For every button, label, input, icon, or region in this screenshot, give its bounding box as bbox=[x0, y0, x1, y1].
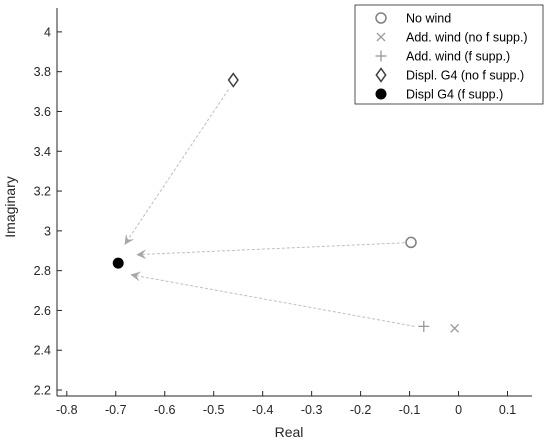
arrow-head bbox=[130, 271, 142, 282]
legend-item: Displ G4 (f supp.) bbox=[375, 88, 503, 102]
data-point-diamond bbox=[227, 72, 239, 88]
arrow bbox=[124, 89, 229, 246]
x-tick-label: -0.7 bbox=[105, 403, 127, 417]
legend-label: Add. wind (no f supp.) bbox=[406, 31, 528, 45]
legend-marker-diamond bbox=[375, 67, 387, 83]
legend-item: Displ. G4 (no f supp.) bbox=[375, 67, 524, 83]
data-point-x bbox=[450, 323, 460, 333]
arrow-line bbox=[136, 242, 405, 256]
y-tick-label: 3.4 bbox=[34, 145, 51, 159]
legend-item: Add. wind (no f supp.) bbox=[376, 31, 528, 45]
arrow-head bbox=[136, 249, 147, 260]
legend-label: Displ G4 (f supp.) bbox=[406, 88, 503, 102]
y-tick-label: 3.2 bbox=[34, 185, 51, 199]
y-axis-ticks: 2.2 2.4 2.6 2.8 3 3.2 3.4 3.6 3.8 4 bbox=[34, 25, 62, 398]
x-tick-label: -0.6 bbox=[154, 403, 176, 417]
legend-box bbox=[354, 4, 544, 105]
legend-label: No wind bbox=[406, 12, 451, 26]
y-tick-label: 4 bbox=[44, 25, 51, 39]
data-point-plus bbox=[418, 320, 430, 332]
y-tick-label: 3.6 bbox=[34, 105, 51, 119]
x-tick-label: 0 bbox=[455, 403, 462, 417]
x-tick-label: -0.5 bbox=[203, 403, 225, 417]
data-markers bbox=[112, 72, 460, 333]
legend-marker-plus bbox=[375, 50, 387, 62]
legend-items: No wind Add. wind (no f supp.) Add. wind (… bbox=[375, 12, 528, 102]
y-tick-label: 2.4 bbox=[34, 344, 51, 358]
y-tick-label: 2.2 bbox=[34, 384, 51, 398]
data-point-circle bbox=[405, 236, 417, 249]
legend-marker-filled-circle bbox=[375, 88, 387, 100]
legend-item: No wind bbox=[375, 12, 451, 26]
x-axis-ticks: -0.8 -0.7 -0.6 -0.5 -0.4 -0.3 -0.2 -0.1 0 0.1 bbox=[56, 391, 516, 417]
arrow-head bbox=[124, 233, 135, 245]
arrow-line bbox=[130, 274, 415, 327]
arrow-line bbox=[124, 89, 229, 246]
legend: No wind Add. wind (no f supp.) Add. wind (… bbox=[354, 4, 544, 105]
x-tick-label: -0.8 bbox=[56, 403, 78, 417]
y-tick-label: 3 bbox=[44, 224, 51, 238]
x-tick-label: -0.2 bbox=[350, 403, 372, 417]
arrows bbox=[124, 89, 415, 327]
legend-marker-x bbox=[376, 32, 386, 42]
x-tick-label: 0.1 bbox=[499, 403, 516, 417]
x-axis-title: Real bbox=[275, 424, 304, 440]
y-tick-label: 2.6 bbox=[34, 304, 51, 318]
arrow bbox=[130, 271, 415, 327]
legend-label: Displ. G4 (no f supp.) bbox=[406, 69, 524, 83]
y-tick-label: 3.8 bbox=[34, 65, 51, 79]
y-tick-label: 2.8 bbox=[34, 264, 51, 278]
x-tick-label: -0.4 bbox=[252, 403, 274, 417]
x-tick-label: -0.3 bbox=[301, 403, 323, 417]
y-axis-title: Imaginary bbox=[2, 176, 18, 237]
legend-label: Add. wind (f supp.) bbox=[406, 50, 510, 64]
plot-area bbox=[56, 8, 532, 397]
legend-marker-circle bbox=[375, 12, 387, 24]
data-point-filled-circle bbox=[112, 257, 124, 269]
x-tick-label: -0.1 bbox=[399, 403, 421, 417]
legend-item: Add. wind (f supp.) bbox=[375, 50, 510, 64]
arrow bbox=[136, 242, 405, 260]
